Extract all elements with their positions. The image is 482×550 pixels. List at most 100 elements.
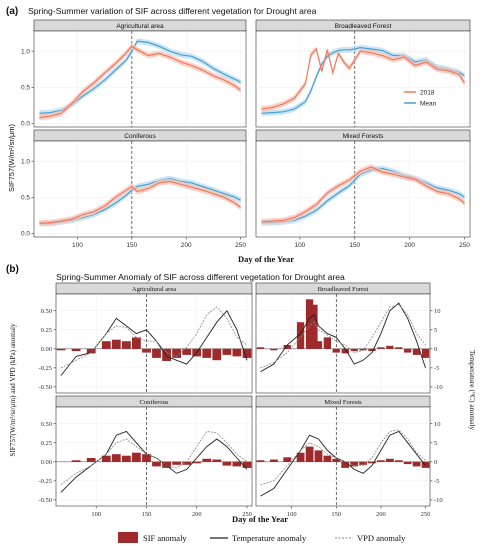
panel-b-sif-bar-agricultural-area-2	[86, 348, 96, 354]
panel-a-facet-title-coniferous: Coniferous	[124, 133, 156, 140]
panel-b-y2-tick-label-3-2: 0	[434, 459, 437, 466]
panel-a-series-line-2018-agricultural-area	[39, 45, 241, 119]
panel-b-y-tick-label-0-3: 0.25	[41, 327, 52, 334]
panel-b-sif-bar-mixed-forests-11	[368, 461, 376, 464]
panel-b-y-tick-label-2-3: 0.25	[41, 440, 52, 447]
panel-a-axis-titles: SIF757(W/m²/sr/μm) Day of the Year	[7, 123, 294, 264]
panel-b-sif-bar-mixed-forests-9	[350, 461, 359, 467]
panel-b-sif-bar-coniferous-15	[222, 461, 232, 466]
panel-b-sif-bar-coniferous-4	[111, 454, 121, 462]
panel-b-sif-bar-mixed-forests-3	[296, 452, 305, 462]
panel-b-sif-bar-broadleaved-forest-18	[421, 348, 430, 358]
panel-a-chart: Agricultural area 0.0 0.5 1.0 Broadleaved Fo…	[21, 19, 470, 249]
panel-b-y2-tick-label-3-0: -10	[434, 497, 443, 504]
panel-b-y-tick-label-0-4: 0.50	[41, 308, 52, 315]
panel-b-sif-bar-broadleaved-forest-14	[386, 345, 394, 349]
panel-a-band-2018-2	[39, 178, 241, 227]
panel-b-sif-bar-agricultural-area-4	[111, 339, 121, 349]
panel-b-sif-bar-agricultural-area-6	[132, 337, 141, 349]
panel-b-sif-bar-mixed-forests-17	[421, 461, 430, 468]
panel-b-sif-bar-coniferous-6	[132, 452, 141, 462]
panel-b-y2label: Temperature (°C) anomaly	[468, 350, 477, 431]
panel-b-sif-bar-coniferous-17	[242, 461, 252, 468]
panel-b-x-tick-label-2-0: 100	[91, 511, 101, 518]
panel-a-facet-title-broadleaved-forest: Broadleaved Forest	[335, 23, 392, 30]
panel-b-sif-bar-agricultural-area-5	[122, 341, 131, 349]
legend-label-vpd: VPD anomaly	[357, 533, 406, 543]
panel-b-sif-bar-coniferous-12	[192, 461, 202, 464]
panel-b-sif-bar-agricultural-area-13	[202, 348, 212, 358]
panel-b-y2-tick-label-1-4: 10	[434, 308, 441, 315]
panel-a-band-2018-0	[39, 43, 241, 121]
panel-b-y2-tick-label-1-3: 5	[434, 327, 437, 334]
panel-b-sif-bar-agricultural-area-11	[182, 348, 192, 355]
panel-b-sif-bar-agricultural-area-16	[232, 348, 242, 357]
panel-b-sif-bar-broadleaved-forest-0	[256, 347, 265, 349]
panel-b-sif-bar-coniferous-10	[172, 461, 181, 465]
panel-a-band-mean-0	[39, 38, 241, 117]
panel-b-y-tick-label-0-2: 0.00	[41, 346, 52, 353]
panel-b-sif-bar-mixed-forests-1	[270, 459, 278, 462]
panel-b-sif-bar-mixed-forests-10	[359, 461, 367, 465]
panel-b-sif-bar-broadleaved-forest-11	[359, 348, 367, 351]
panel-b-sif-bar-mixed-forests-4	[305, 446, 314, 462]
panel-b-sif-bar-mixed-forests-13	[386, 458, 394, 462]
panel-b-sif-bar-agricultural-area-15	[222, 348, 232, 355]
panel-b-xlabel: Day of the Year	[232, 514, 288, 524]
panel-a-x-tick-label-2-2: 200	[181, 242, 192, 249]
panel-b-vpd-line-mixed-forests	[260, 429, 426, 486]
panel-a-y-tick-label-0-2: 1.0	[21, 49, 30, 56]
panel-b-y2-tick-label-3-1: -5	[434, 478, 439, 485]
panel-b-sif-bar-coniferous-5	[122, 455, 131, 462]
panel-b-vpd-line-agricultural-area	[60, 306, 248, 369]
panel-a-letter: (a)	[6, 6, 18, 17]
panel-b-sif-bar-broadleaved-forest-1	[270, 348, 278, 351]
panel-a-y-tick-label-2-2: 1.0	[21, 159, 30, 166]
panel-b-sif-bar-coniferous-9	[162, 461, 171, 468]
panel-b-facet-plot-0	[55, 293, 253, 394]
panel-b-y2-tick-label-1-1: -5	[434, 365, 439, 372]
panel-b-temperature-line-agricultural-area	[60, 310, 248, 376]
panel-a-x-tick-label-2-1: 150	[126, 242, 137, 249]
panel-b-ylabel: SIF757(W/m²/sr/μm) and VPD (kPa) anomaly	[9, 323, 17, 457]
panel-b-sif-bar-broadleaved-forest-4	[305, 299, 314, 349]
legend-label-sif: SIF anomaly	[143, 533, 187, 543]
panel-a-series-line-2018-broadleaved-forest	[261, 47, 466, 110]
panel-b-sif-bar-agricultural-area-7	[142, 348, 151, 353]
legend-swatch-sif	[118, 532, 138, 543]
panel-a-x-tick-label-3-3: 250	[459, 242, 470, 249]
panel-b-y2-tick-label-1-2: 0	[434, 346, 437, 353]
panel-b-x-tick-label-3-0: 100	[287, 511, 297, 518]
panel-b-facet-title-broadleaved-forest: Broadleaved Forest	[318, 286, 369, 293]
panel-b-sif-bar-broadleaved-forest-7	[323, 337, 331, 349]
panel-b-y2-tick-label-3-3: 5	[434, 440, 437, 447]
panel-b-sif-bar-mixed-forests-14	[394, 460, 403, 462]
panel-b-vpd-line-coniferous	[60, 430, 248, 486]
panel-b-title: Spring-Summer Anomaly of SIF across diff…	[56, 272, 345, 282]
panel-b-sif-bar-broadleaved-forest-2	[283, 345, 291, 349]
panel-a-facet-plot-0	[33, 30, 247, 128]
panel-b-sif-bar-coniferous-7	[142, 454, 151, 462]
panel-b-facet-plot-1	[255, 293, 431, 394]
panel-a-title: Spring-Summer variation of SIF across di…	[28, 6, 317, 16]
panel-b-y2-tick-label-3-4: 10	[434, 421, 441, 428]
panel-a-series-line-2018-coniferous	[39, 180, 241, 224]
panel-b-x-tick-label-2-1: 150	[142, 511, 152, 518]
panel-b-y2-tick-label-1-0: -10	[434, 384, 443, 391]
panel-a-xlabel: Day of the Year	[238, 254, 294, 264]
panel-a-x-tick-label-3-0: 100	[294, 242, 305, 249]
panel-b-sif-bar-broadleaved-forest-8	[332, 348, 340, 353]
panel-b-sif-bar-agricultural-area-1	[71, 348, 81, 352]
panel-b-sif-bar-broadleaved-forest-6	[314, 341, 323, 349]
panel-b-y-tick-label-2-2: 0.00	[41, 459, 52, 466]
panel-a-legend-label-mean: Mean	[420, 100, 437, 107]
panel-a-facet-title-agricultural-area: Agricultural area	[116, 23, 164, 30]
panel-b-sif-bar-broadleaved-forest-9	[341, 348, 349, 354]
panel-b-sif-bar-coniferous-2	[86, 458, 96, 462]
panel-a-band-2018-1	[261, 46, 465, 112]
panel-a-x-tick-label-2-3: 250	[235, 242, 246, 249]
panel-b-facet-plot-2	[55, 406, 253, 507]
panel-b-sif-bar-coniferous-8	[152, 461, 161, 467]
panel-b-sif-bar-mixed-forests-0	[256, 460, 265, 462]
panel-b-facet-title-agricultural-area: Agricultural area	[132, 286, 176, 293]
